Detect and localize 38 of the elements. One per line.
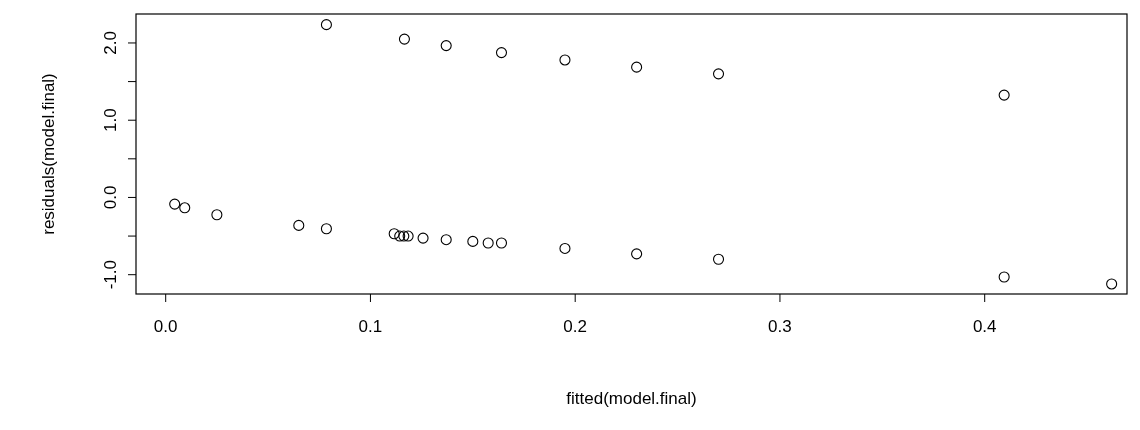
point xyxy=(320,19,332,31)
y-axis-title: residuals(model.final) xyxy=(39,73,58,235)
point xyxy=(320,223,332,235)
x-tick-label: 0.0 xyxy=(153,317,178,336)
point xyxy=(440,234,452,246)
point xyxy=(169,198,181,210)
y-tick-label: 2.0 xyxy=(101,31,120,55)
x-tick-label: 0.1 xyxy=(358,317,383,336)
point xyxy=(998,89,1010,101)
y-tick-label: -1.0 xyxy=(101,260,120,290)
point xyxy=(417,232,429,244)
point xyxy=(1106,278,1118,290)
point xyxy=(467,235,479,247)
point xyxy=(402,230,414,242)
point xyxy=(398,230,410,242)
point xyxy=(482,237,494,249)
x-tick-label: 0.2 xyxy=(563,317,588,336)
point xyxy=(495,47,508,59)
x-tick-label: 0.3 xyxy=(768,317,792,336)
point xyxy=(440,40,452,52)
point xyxy=(495,237,508,249)
point xyxy=(631,61,643,73)
x-tick-label: 0.4 xyxy=(972,317,997,336)
point xyxy=(998,271,1010,283)
point xyxy=(394,230,406,242)
point xyxy=(712,253,725,265)
point xyxy=(559,242,571,254)
point xyxy=(712,68,725,80)
y-tick-label: 1.0 xyxy=(101,108,120,133)
point xyxy=(559,54,571,66)
point xyxy=(179,202,191,214)
point xyxy=(211,209,223,221)
x-axis-title: fitted(model.final) xyxy=(566,389,697,408)
point xyxy=(398,33,410,45)
y-tick-label: 0.0 xyxy=(101,185,120,210)
point xyxy=(388,228,400,240)
point xyxy=(293,219,305,231)
point xyxy=(631,248,643,260)
